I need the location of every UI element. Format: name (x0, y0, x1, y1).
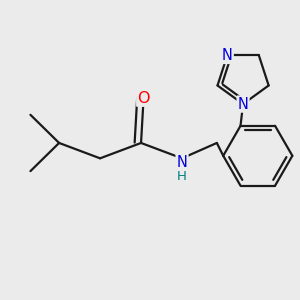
Text: N: N (222, 48, 233, 63)
Text: O: O (137, 91, 150, 106)
Text: N: N (238, 97, 248, 112)
Text: H: H (177, 170, 187, 183)
Text: N: N (177, 155, 188, 170)
